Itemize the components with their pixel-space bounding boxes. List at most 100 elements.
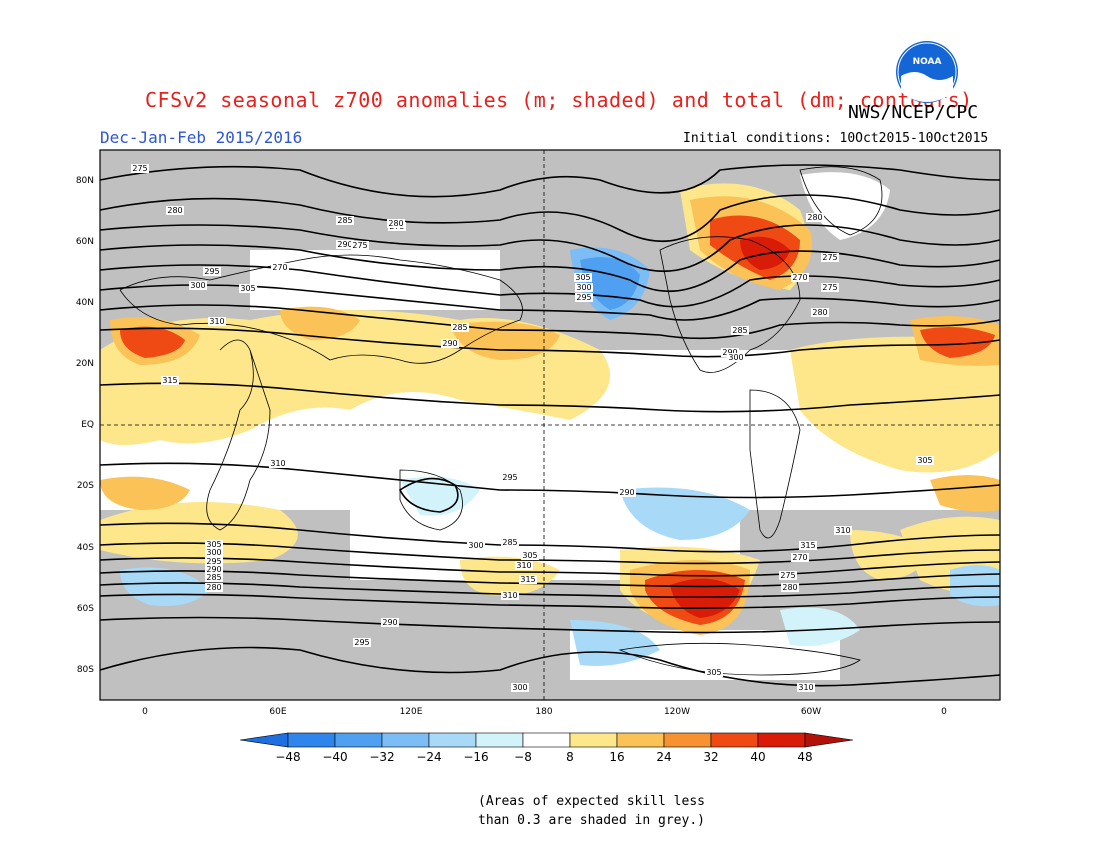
lat-tick-label: 60N <box>76 237 94 247</box>
contour-label: 285 <box>206 573 221 582</box>
contour-label: 280 <box>812 308 827 317</box>
color-legend: −48 −40 −32 −24 −16 −8 8 16 24 32 40 48 <box>240 732 854 764</box>
contour-label: 315 <box>520 575 535 584</box>
contour-label: 275 <box>780 571 795 580</box>
contour-label-bg <box>208 317 226 326</box>
lon-tick-label: 120E <box>400 707 423 717</box>
contour-label-bg <box>467 541 485 550</box>
contour-label-bg <box>205 557 223 566</box>
contour-label: 270 <box>792 553 807 562</box>
colorbar-arrow-high <box>804 732 854 748</box>
contour-label-bg <box>781 583 799 592</box>
contour-label: 300 <box>190 281 205 290</box>
contour-label: 275 <box>822 283 837 292</box>
lon-tick-label: 180 <box>535 707 552 717</box>
colorbar-label: −8 <box>514 750 532 764</box>
contour-label: 275 <box>822 253 837 262</box>
lon-tick-label: 120W <box>664 707 690 717</box>
contour-label-bg <box>731 326 749 335</box>
lat-tick-label: 80S <box>77 665 94 675</box>
lon-tick-label: 0 <box>941 707 947 717</box>
contour-label-bg <box>521 551 539 560</box>
contour-label-bg <box>205 583 223 592</box>
colorbar-swatch <box>663 732 712 748</box>
contour-label: 295 <box>206 557 221 566</box>
contour-label-bg <box>916 456 934 465</box>
season-label: Dec-Jan-Feb 2015/2016 <box>100 128 303 147</box>
contour-label-bg <box>336 240 354 249</box>
lat-tick-label: 80N <box>76 176 94 186</box>
contour-label: 290 <box>382 618 397 627</box>
colorbar-label: 8 <box>566 750 574 764</box>
colorbar-label: 24 <box>656 750 671 764</box>
anomaly-red <box>120 326 185 358</box>
anomaly-orange <box>280 306 360 340</box>
contour-label-bg <box>381 618 399 627</box>
agency-label: NWS/NCEP/CPC <box>848 102 979 123</box>
footnote-line-1: (Areas of expected skill less <box>478 794 705 809</box>
contour-label: 310 <box>270 459 285 468</box>
contour-label-bg <box>806 213 824 222</box>
footnote-line-2: than 0.3 are shaded in grey.) <box>478 813 705 828</box>
anomaly-yellow <box>790 336 1000 473</box>
initial-conditions-label: Initial conditions: 10Oct2015-10Oct2015 <box>683 131 989 146</box>
contour-label-bg <box>353 638 371 647</box>
colorbar-label: 32 <box>703 750 718 764</box>
contour-label: 300 <box>206 548 221 557</box>
contour-label: 290 <box>619 488 634 497</box>
contour-label: 290 <box>722 348 737 357</box>
anomaly-yellow <box>460 556 560 596</box>
colorbar-label: 16 <box>609 750 624 764</box>
contour-label: 280 <box>206 583 221 592</box>
contour-label-bg <box>501 591 519 600</box>
lat-ticks: 80N 60N 40N 20N EQ 20S 40S 60S 80S <box>76 176 94 675</box>
contour-label: 305 <box>240 284 255 293</box>
contour-label-bg <box>515 561 533 570</box>
colorbar-swatch <box>710 732 759 748</box>
contour-label: 305 <box>575 273 590 282</box>
map-frame <box>99 149 1001 701</box>
contour-label: 300 <box>512 683 527 692</box>
contour-label: 285 <box>732 326 747 335</box>
contour-label: 295 <box>354 638 369 647</box>
anomaly-orange <box>100 476 190 510</box>
contour-label-bg <box>203 267 221 276</box>
contour-label: 310 <box>798 683 813 692</box>
contour-label-bg <box>205 548 223 557</box>
colorbar-swatch <box>522 732 571 748</box>
contour-label: 290 <box>206 565 221 574</box>
contour-label-bg <box>721 348 739 357</box>
contour-label: 295 <box>204 267 219 276</box>
noaa-logo: NOAA <box>896 41 958 103</box>
contour-label-bg <box>511 683 529 692</box>
contour-label-bg <box>239 284 257 293</box>
colorbar-swatch <box>757 732 806 748</box>
lon-tick-label: 60E <box>269 707 286 717</box>
lat-tick-label: EQ <box>81 420 94 430</box>
contour-label-bg <box>797 683 815 692</box>
contour-label: 300 <box>576 283 591 292</box>
contour-label: 270 <box>792 273 807 282</box>
anomaly-lightblue <box>780 607 860 646</box>
map-panel: 80N 60N 40N 20N EQ 20S 40S 60S 80S 0 60E 120E 180 12… <box>76 149 1001 717</box>
contour-label: 285 <box>452 323 467 332</box>
contour-label-bg <box>811 308 829 317</box>
contour-label-bg <box>205 565 223 574</box>
contour-label-bg <box>269 459 287 468</box>
anomaly-yellow <box>100 502 298 564</box>
contour-label: 285 <box>337 216 352 225</box>
contour-label-bg <box>821 253 839 262</box>
colorbar-label: −16 <box>463 750 488 764</box>
contour-label-bg <box>161 376 179 385</box>
lat-tick-label: 20N <box>76 359 94 369</box>
colorbar-label: 40 <box>750 750 765 764</box>
contour-label-bg <box>791 553 809 562</box>
contour-label: 280 <box>782 583 797 592</box>
contour-label-bg <box>727 353 745 362</box>
colorbar-label: 48 <box>797 750 812 764</box>
colorbar-arrow-low <box>240 732 289 748</box>
contour-label-bg <box>205 540 223 549</box>
skill-footnote: (Areas of expected skill less than 0.3 a… <box>478 792 738 830</box>
contour-label: 310 <box>516 561 531 570</box>
lon-ticks: 0 60E 120E 180 120W 60W 0 <box>142 707 947 717</box>
